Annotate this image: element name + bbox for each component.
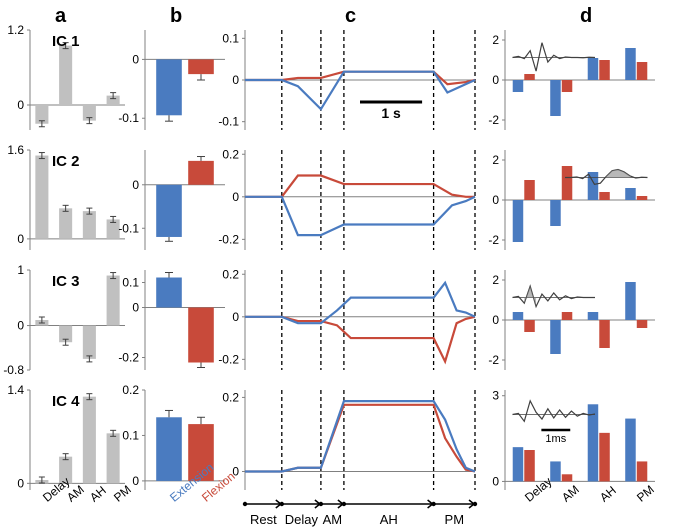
panel-d-row-0: -202 bbox=[505, 30, 655, 130]
svg-text:0.2: 0.2 bbox=[222, 147, 239, 161]
svg-text:0: 0 bbox=[17, 98, 24, 112]
svg-text:1 s: 1 s bbox=[381, 105, 401, 121]
svg-text:0: 0 bbox=[132, 474, 139, 488]
svg-text:0: 0 bbox=[492, 73, 499, 87]
panel-label-c: c bbox=[345, 5, 356, 28]
panel-c-row-2: -0.200.2 bbox=[245, 270, 475, 370]
svg-text:-0.1: -0.1 bbox=[218, 115, 239, 129]
svg-text:0: 0 bbox=[232, 310, 239, 324]
svg-text:0: 0 bbox=[492, 474, 499, 488]
svg-text:-2: -2 bbox=[488, 113, 499, 127]
ic-label-0: IC 1 bbox=[52, 33, 80, 50]
svg-text:0.1: 0.1 bbox=[122, 276, 139, 290]
panel-b-row-1: -0.10 bbox=[145, 150, 225, 250]
svg-text:0.2: 0.2 bbox=[222, 390, 239, 404]
svg-text:1: 1 bbox=[17, 263, 24, 277]
svg-text:1.6: 1.6 bbox=[7, 143, 24, 157]
svg-text:1.2: 1.2 bbox=[7, 23, 24, 37]
ic-label-2: IC 3 bbox=[52, 273, 80, 290]
svg-text:0: 0 bbox=[132, 52, 139, 66]
panel-c-phase-4: PM bbox=[430, 512, 478, 527]
svg-text:0.1: 0.1 bbox=[122, 428, 139, 442]
panel-b-row-3: 00.10.2 bbox=[145, 390, 225, 490]
svg-text:-2: -2 bbox=[488, 353, 499, 367]
svg-text:-0.1: -0.1 bbox=[118, 221, 139, 235]
panel-d-row-1: -202 bbox=[505, 150, 655, 250]
svg-text:-0.2: -0.2 bbox=[118, 351, 139, 365]
svg-text:0: 0 bbox=[232, 73, 239, 87]
svg-text:0: 0 bbox=[17, 476, 24, 490]
svg-text:-2: -2 bbox=[488, 233, 499, 247]
svg-text:-0.8: -0.8 bbox=[3, 363, 24, 377]
panel-d-row-2: -202 bbox=[505, 270, 655, 370]
svg-text:-0.1: -0.1 bbox=[118, 111, 139, 125]
panel-d-row-3: 031ms bbox=[505, 390, 655, 490]
svg-text:0.2: 0.2 bbox=[222, 267, 239, 281]
ic-label-3: IC 4 bbox=[52, 393, 80, 410]
svg-text:2: 2 bbox=[492, 33, 499, 47]
svg-text:2: 2 bbox=[492, 153, 499, 167]
panel-c-row-3: 00.2 bbox=[245, 390, 475, 490]
panel-b-row-2: -0.200.1 bbox=[145, 270, 225, 370]
svg-text:0: 0 bbox=[492, 193, 499, 207]
svg-text:0: 0 bbox=[132, 301, 139, 315]
panel-c-phase-2: AM bbox=[308, 512, 356, 527]
svg-text:1ms: 1ms bbox=[545, 433, 566, 445]
ic-label-1: IC 2 bbox=[52, 153, 80, 170]
svg-text:0: 0 bbox=[17, 319, 24, 333]
svg-text:1.4: 1.4 bbox=[7, 383, 24, 397]
panel-label-b: b bbox=[170, 5, 182, 28]
svg-text:-0.2: -0.2 bbox=[218, 352, 239, 366]
panel-b-row-0: -0.10 bbox=[145, 30, 225, 130]
panel-label-d: d bbox=[580, 5, 592, 28]
svg-text:0: 0 bbox=[492, 313, 499, 327]
svg-text:0: 0 bbox=[17, 232, 24, 246]
svg-text:0: 0 bbox=[132, 178, 139, 192]
panel-label-a: a bbox=[55, 5, 66, 28]
svg-text:0.1: 0.1 bbox=[222, 31, 239, 45]
svg-text:0.2: 0.2 bbox=[122, 383, 139, 397]
svg-text:3: 3 bbox=[492, 389, 499, 403]
panel-c-row-0: -0.100.11 s bbox=[245, 30, 475, 130]
panel-c-row-1: -0.200.2 bbox=[245, 150, 475, 250]
panel-c-phase-3: AH bbox=[365, 512, 413, 527]
svg-text:2: 2 bbox=[492, 273, 499, 287]
svg-text:0: 0 bbox=[232, 464, 239, 478]
svg-text:0: 0 bbox=[232, 190, 239, 204]
svg-text:-0.2: -0.2 bbox=[218, 232, 239, 246]
